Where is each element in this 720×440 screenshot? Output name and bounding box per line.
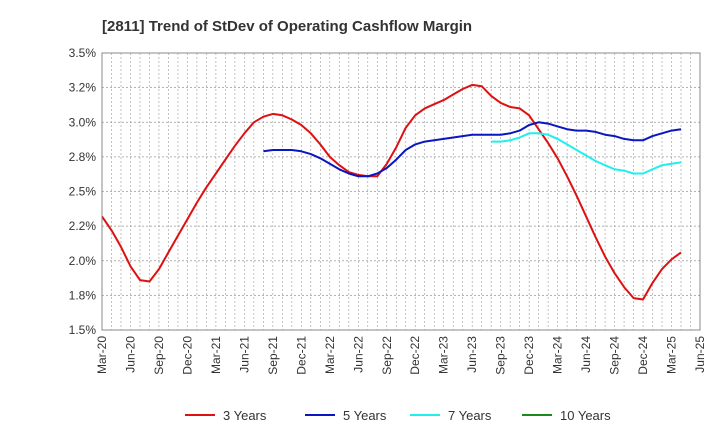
plot-background <box>102 53 700 330</box>
x-tick-label: Sep-22 <box>380 336 394 375</box>
plot-area-frame <box>101 52 701 331</box>
y-tick-label: 3.5% <box>69 46 97 60</box>
y-tick-label: 3.2% <box>69 81 97 95</box>
legend-label: 3 Years <box>223 408 267 423</box>
x-tick-label: Jun-23 <box>465 336 479 373</box>
x-tick-label: Mar-22 <box>323 336 337 374</box>
x-tick-label: Mar-21 <box>209 336 223 374</box>
x-tick-label: Jun-25 <box>693 336 707 373</box>
series-line-7-years <box>491 132 682 175</box>
legend-label: 7 Years <box>448 408 492 423</box>
x-tick-label: Dec-23 <box>522 336 536 375</box>
y-tick-label: 1.5% <box>69 323 97 337</box>
series-line-3-years <box>101 83 682 301</box>
x-tick-label: Mar-20 <box>95 336 109 374</box>
x-tick-label: Sep-23 <box>494 336 508 375</box>
y-axis: 1.5% 1.8% 2.0% 2.2% 2.5% 2.8% 3.0% 3.2% 3.5% <box>69 46 97 337</box>
x-tick-label: Jun-22 <box>351 336 365 373</box>
x-tick-label: Dec-20 <box>180 336 194 375</box>
x-tick-label: Dec-22 <box>408 336 422 375</box>
x-tick-label: Sep-21 <box>266 336 280 375</box>
y-tick-label: 3.0% <box>69 115 97 129</box>
series-lines <box>101 83 682 301</box>
x-tick-label: Mar-24 <box>551 336 565 374</box>
grid <box>101 52 701 331</box>
y-tick-label: 2.5% <box>69 185 97 199</box>
x-axis: Mar-20 Jun-20 Sep-20 Dec-20 Mar-21 Jun-21 Sep-… <box>95 336 707 375</box>
x-tick-label: Sep-20 <box>152 336 166 375</box>
x-tick-label: Mar-25 <box>665 336 679 374</box>
y-tick-label: 2.8% <box>69 150 97 164</box>
x-tick-label: Mar-23 <box>437 336 451 374</box>
x-tick-label: Jun-24 <box>579 336 593 373</box>
y-tick-label: 2.0% <box>69 254 97 268</box>
y-tick-label: 2.2% <box>69 219 97 233</box>
x-tick-label: Jun-20 <box>123 336 137 373</box>
series-line-5-years <box>263 121 682 178</box>
x-tick-label: Dec-21 <box>294 336 308 375</box>
legend-label: 5 Years <box>343 408 387 423</box>
x-tick-label: Sep-24 <box>608 336 622 375</box>
x-tick-label: Dec-24 <box>636 336 650 375</box>
y-tick-label: 1.8% <box>69 288 97 302</box>
legend-label: 10 Years <box>560 408 611 423</box>
x-tick-label: Jun-21 <box>237 336 251 373</box>
legend: 3 Years 5 Years 7 Years 10 Years <box>185 408 611 423</box>
chart-title: [2811] Trend of StDev of Operating Cashf… <box>102 18 472 35</box>
